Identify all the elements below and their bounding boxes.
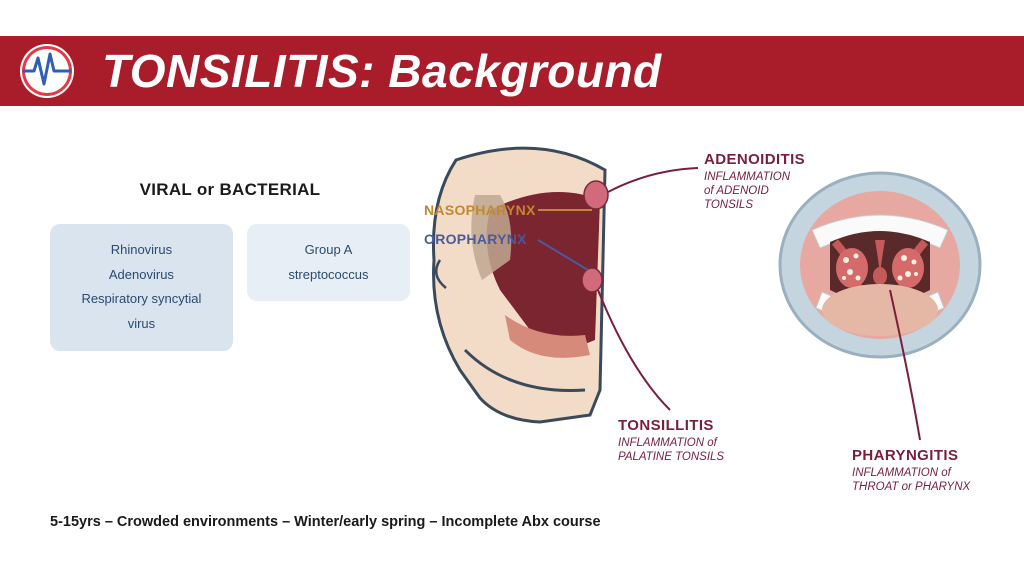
viral-item: Respiratory syncytial virus [68, 287, 215, 336]
svg-text:THROAT or PHARYNX: THROAT or PHARYNX [852, 481, 972, 493]
pulse-logo [20, 44, 74, 98]
svg-text:NASOPHARYNX: NASOPHARYNX [424, 202, 536, 218]
cause-boxes: RhinovirusAdenovirusRespiratory syncytia… [50, 224, 410, 351]
anatomy-diagram: NASOPHARYNX OROPHARYNX [420, 140, 1010, 510]
annotation-adenoiditis: ADENOIDITIS INFLAMMATION of ADENOID TONS… [608, 151, 805, 211]
svg-text:INFLAMMATION of: INFLAMMATION of [618, 437, 719, 449]
svg-text:ADENOIDITIS: ADENOIDITIS [704, 151, 805, 168]
viral-item: Adenovirus [68, 263, 215, 288]
bacterial-item: Group A streptococcus [265, 238, 392, 287]
svg-text:INFLAMMATION of: INFLAMMATION of [852, 467, 953, 479]
bacterial-box: Group A streptococcus [247, 224, 410, 301]
causes-heading: VIRAL or BACTERIAL [50, 180, 410, 200]
viral-box: RhinovirusAdenovirusRespiratory syncytia… [50, 224, 233, 351]
svg-text:INFLAMMATION: INFLAMMATION [704, 171, 791, 183]
svg-text:TONSILLITIS: TONSILLITIS [618, 417, 714, 434]
risk-factors-footer: 5-15yrs – Crowded environments – Winter/… [50, 514, 601, 530]
header-bar: TONSILITIS: Background [0, 36, 1024, 106]
open-mouth [780, 173, 980, 357]
viral-item: Rhinovirus [68, 238, 215, 263]
page-title: TONSILITIS: Background [102, 44, 662, 98]
annotation-tonsillitis: TONSILLITIS INFLAMMATION of PALATINE TON… [598, 290, 724, 463]
svg-text:OROPHARYNX: OROPHARYNX [424, 231, 527, 247]
svg-text:PALATINE TONSILS: PALATINE TONSILS [618, 451, 724, 463]
title-main: TONSILITIS: [102, 45, 375, 97]
svg-text:of ADENOID: of ADENOID [704, 185, 769, 197]
title-sub: Background [388, 45, 661, 97]
svg-text:PHARYNGITIS: PHARYNGITIS [852, 447, 958, 464]
svg-text:TONSILS: TONSILS [704, 199, 753, 211]
sagittal-head [433, 148, 608, 422]
causes-section: VIRAL or BACTERIAL RhinovirusAdenovirusR… [50, 180, 410, 351]
